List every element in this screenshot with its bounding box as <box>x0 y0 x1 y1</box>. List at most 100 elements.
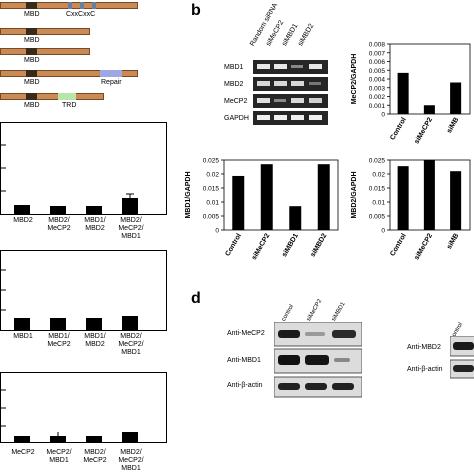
bar <box>397 166 409 230</box>
bar-mbd2-mecp2 <box>86 436 102 442</box>
x-tick-label: siMBD2 <box>310 232 329 258</box>
tick-label-line: MeCP2 <box>83 457 107 464</box>
tick-label-line: MBD2 <box>13 217 33 224</box>
tick-label-line: MBD1/ <box>48 333 70 340</box>
bar <box>397 72 409 114</box>
y-tick-label: 0.015 <box>203 186 220 193</box>
left-chart-1-labels: MBD2 MBD2/MeCP2 MBD1/MBD2 MBD2/MeCP2/MBD… <box>0 217 168 247</box>
tick-label: MeCP2 <box>8 449 38 457</box>
bar <box>260 164 273 230</box>
mbd-label-5: MBD <box>24 102 40 109</box>
mbd-domain-3 <box>26 48 37 55</box>
gel-row-gapdh <box>253 111 328 125</box>
mbd-domain-2 <box>26 28 37 35</box>
western-lane-label: siMBD1 <box>330 301 347 323</box>
protein-bar-mbd4 <box>0 70 138 77</box>
x-tick-label: Control <box>224 232 243 257</box>
mbd-domain-5 <box>26 93 37 100</box>
tick-label-line: MeCP2/ <box>118 225 144 232</box>
tick-label: MBD1/MBD2 <box>80 333 110 349</box>
left-chart-1 <box>0 122 167 215</box>
mbd-domain-1 <box>26 2 37 9</box>
y-tick-label: 0.01 <box>206 200 219 207</box>
tick-label-line: MBD2/ <box>120 449 142 456</box>
rtpcr-row-label: GAPDH <box>224 115 249 122</box>
gel-band <box>274 115 287 120</box>
protein-bar-mbd3 <box>0 48 90 55</box>
protein-bar-mecp2 <box>0 93 104 100</box>
rtpcr-gel <box>253 60 328 125</box>
tick-label-line: MeCP2/ <box>46 449 72 456</box>
repair-domain <box>100 70 122 77</box>
tick-label-line: MBD1 <box>121 465 141 472</box>
tick-label-line: MeCP2 <box>47 341 71 348</box>
bar-mbd2-mecp2-mbd1 <box>122 432 138 442</box>
bar <box>317 164 330 230</box>
bar-mecp2 <box>14 436 30 442</box>
y-tick-label: 0.001 <box>369 103 386 110</box>
western-row-label: Anti-MBD1 <box>227 357 261 364</box>
bar-mbd2-mecp2-mbd1 <box>122 316 138 330</box>
tick-label: MBD1 <box>8 333 38 341</box>
western-blot-right <box>450 336 474 379</box>
tick-label-line: MBD1/ <box>84 333 106 340</box>
western-lane-label: control <box>280 303 296 323</box>
gel-band <box>291 65 303 68</box>
y-tick-label: 0 <box>381 112 385 119</box>
y-tick-label: 0.002 <box>369 94 386 101</box>
tick-label: MBD2/MeCP2/MBD1 <box>115 217 147 241</box>
protein-bar-mbd2 <box>0 28 90 35</box>
chart-frame <box>0 372 167 443</box>
tick-label-line: MBD2 <box>85 225 105 232</box>
cxxc-domain-1 <box>68 2 72 9</box>
tick-label: MBD2/MeCP2 <box>44 217 74 233</box>
plot-frame <box>223 159 339 231</box>
blot-band <box>332 383 354 390</box>
bar-mbd1-mecp2 <box>50 318 66 330</box>
gel-band <box>291 98 304 103</box>
gel-band <box>309 82 321 85</box>
y-axis-label: MBD1/GAPDH <box>185 171 192 218</box>
x-tick-label: siMB <box>446 117 460 135</box>
tick-label: MBD2 <box>8 217 38 225</box>
x-tick-label: Control <box>389 116 408 141</box>
blot-band <box>278 383 300 390</box>
tick-label-line: MeCP2 <box>47 225 71 232</box>
bar-mbd2-mecp2 <box>50 206 66 214</box>
mbd-label-4: MBD <box>24 79 40 86</box>
rtpcr-row-label: MBD1 <box>224 64 244 71</box>
gel-band <box>309 115 322 120</box>
blot-band <box>334 358 350 362</box>
gel-band <box>257 64 270 69</box>
cxxc-domain-2 <box>80 2 84 9</box>
bar <box>450 171 462 230</box>
y-axis-label: MBD2/GAPDH <box>351 171 358 218</box>
y-axis-label: MeCP2/GAPDH <box>351 54 358 105</box>
x-tick-label: Control <box>389 232 408 257</box>
y-tick-label: 0.005 <box>369 68 386 75</box>
bar <box>423 105 435 114</box>
x-tick-label: siMB <box>446 233 460 251</box>
tick-label-line: MBD1 <box>121 233 141 240</box>
tick-label-line: MBD1 <box>49 457 69 464</box>
blot-band <box>305 355 329 365</box>
gel-band <box>274 64 287 69</box>
mbd1-gapdh-chart: 0 0.005 0.01 0.015 0.02 0.025 MBD1/GAPDH Contro… <box>185 158 339 261</box>
blot-band <box>278 330 300 338</box>
blot-band <box>332 330 356 338</box>
gel-band <box>309 98 322 103</box>
y-tick-label: 0.02 <box>206 172 219 179</box>
left-chart-2-labels: MBD1 MBD1/MeCP2 MBD1/MBD2 MBD2/MeCP2/MBD… <box>0 333 168 363</box>
tick-label-line: MBD2 <box>85 341 105 348</box>
rtpcr-row-label: MeCP2 <box>224 98 248 105</box>
gel-band <box>291 81 304 86</box>
panel-b-letter: b <box>191 2 201 19</box>
repair-label: Repair <box>101 79 122 86</box>
chart-frame <box>0 122 167 215</box>
tick-label: MBD1/MBD2 <box>80 217 110 233</box>
blot-band <box>453 342 474 350</box>
bar <box>423 160 435 230</box>
bar-mbd2-mecp2-mbd1 <box>122 198 138 214</box>
y-tick-label: 0.006 <box>369 59 386 66</box>
